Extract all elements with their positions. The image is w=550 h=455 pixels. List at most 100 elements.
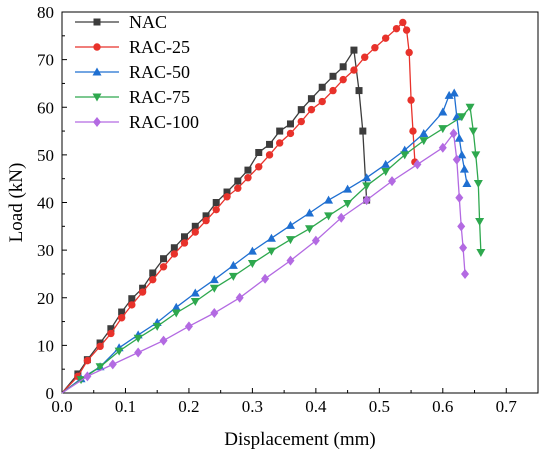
data-point <box>286 255 295 266</box>
data-point <box>400 151 410 160</box>
data-point <box>95 363 105 372</box>
data-point <box>114 347 124 356</box>
data-point <box>350 66 358 74</box>
y-tick-label: 20 <box>37 289 54 308</box>
x-tick-label: 0.1 <box>115 397 136 416</box>
data-point <box>228 260 238 269</box>
data-point <box>138 288 147 296</box>
data-point <box>180 233 188 241</box>
data-point <box>461 268 470 279</box>
y-tick-label: 10 <box>37 336 54 355</box>
data-point <box>170 250 179 258</box>
legend-marker <box>92 67 102 76</box>
data-point <box>468 127 478 136</box>
data-point <box>234 177 242 185</box>
legend: NAC RAC-25 RAC-50 RAC-75 RAC-100 <box>75 12 199 132</box>
data-point <box>438 142 447 153</box>
data-point <box>305 225 315 234</box>
data-point <box>459 242 468 253</box>
data-point <box>473 179 483 188</box>
data-point <box>134 347 143 358</box>
legend-item: RAC-100 <box>75 112 199 132</box>
data-point <box>311 235 320 246</box>
data-point <box>276 127 284 135</box>
data-point <box>209 284 219 293</box>
data-point <box>275 139 284 147</box>
data-point <box>399 18 407 27</box>
data-point <box>413 159 422 170</box>
data-point <box>244 174 252 182</box>
data-point <box>438 125 448 134</box>
data-point <box>107 325 115 333</box>
data-point <box>350 46 358 54</box>
y-tick-label: 40 <box>37 194 54 213</box>
data-point <box>96 342 104 351</box>
y-tick-label: 70 <box>37 51 54 70</box>
legend-marker <box>93 18 101 26</box>
data-point <box>180 239 189 247</box>
data-point <box>285 236 295 245</box>
data-point <box>307 95 315 103</box>
data-point <box>159 335 168 346</box>
data-point <box>297 106 305 114</box>
data-point <box>355 87 363 95</box>
data-point <box>457 150 467 159</box>
data-point <box>285 220 295 229</box>
data-point <box>339 63 347 71</box>
x-axis-title: Displacement (mm) <box>224 429 375 450</box>
data-point <box>191 222 199 230</box>
data-point <box>337 212 346 223</box>
legend-label: RAC-25 <box>129 37 190 57</box>
y-axis-title: Load (kN) <box>6 163 27 243</box>
data-point <box>202 216 210 225</box>
legend-label: RAC-100 <box>129 112 199 132</box>
data-point <box>381 34 390 42</box>
data-point <box>212 205 220 214</box>
data-point <box>118 308 126 316</box>
data-point <box>407 96 415 104</box>
data-point <box>471 151 481 160</box>
data-point <box>228 272 238 281</box>
x-tick-label: 0.4 <box>305 397 327 416</box>
x-tick-label: 0.3 <box>242 397 263 416</box>
data-point <box>244 166 252 174</box>
legend-marker <box>93 43 101 51</box>
data-point <box>457 113 467 122</box>
data-point <box>184 321 193 332</box>
data-point <box>381 168 391 177</box>
series-rac-100 <box>61 128 470 394</box>
data-point <box>160 255 168 263</box>
series-line <box>61 105 482 394</box>
data-point <box>476 249 486 258</box>
data-point <box>266 140 274 148</box>
axes: 0.0 0.1 0.2 0.3 0.4 0.5 0.6 0.7 0 10 20 30 40 50 60 70 8… <box>37 3 539 416</box>
data-point <box>455 192 464 203</box>
data-point <box>191 228 199 236</box>
data-point <box>190 288 200 297</box>
data-point <box>297 117 305 126</box>
data-point <box>402 26 411 34</box>
series-rac-75 <box>61 103 486 394</box>
series-rac-25 <box>61 18 419 394</box>
data-point <box>234 184 242 192</box>
legend-item: RAC-75 <box>75 87 190 107</box>
legend-label: NAC <box>129 12 167 32</box>
data-point <box>361 53 369 61</box>
data-point <box>209 275 219 284</box>
data-point <box>465 103 475 112</box>
data-point <box>409 127 417 135</box>
legend-marker <box>93 117 101 127</box>
data-point <box>444 90 454 99</box>
y-tick-label: 30 <box>37 241 54 260</box>
data-point <box>159 263 168 271</box>
legend-label: RAC-50 <box>129 62 190 82</box>
data-point <box>117 314 126 322</box>
data-point <box>419 137 429 146</box>
data-point <box>235 292 244 303</box>
data-point <box>329 86 337 95</box>
data-point <box>108 359 117 370</box>
data-point <box>339 75 347 84</box>
data-point <box>388 176 397 187</box>
data-point <box>318 83 326 91</box>
